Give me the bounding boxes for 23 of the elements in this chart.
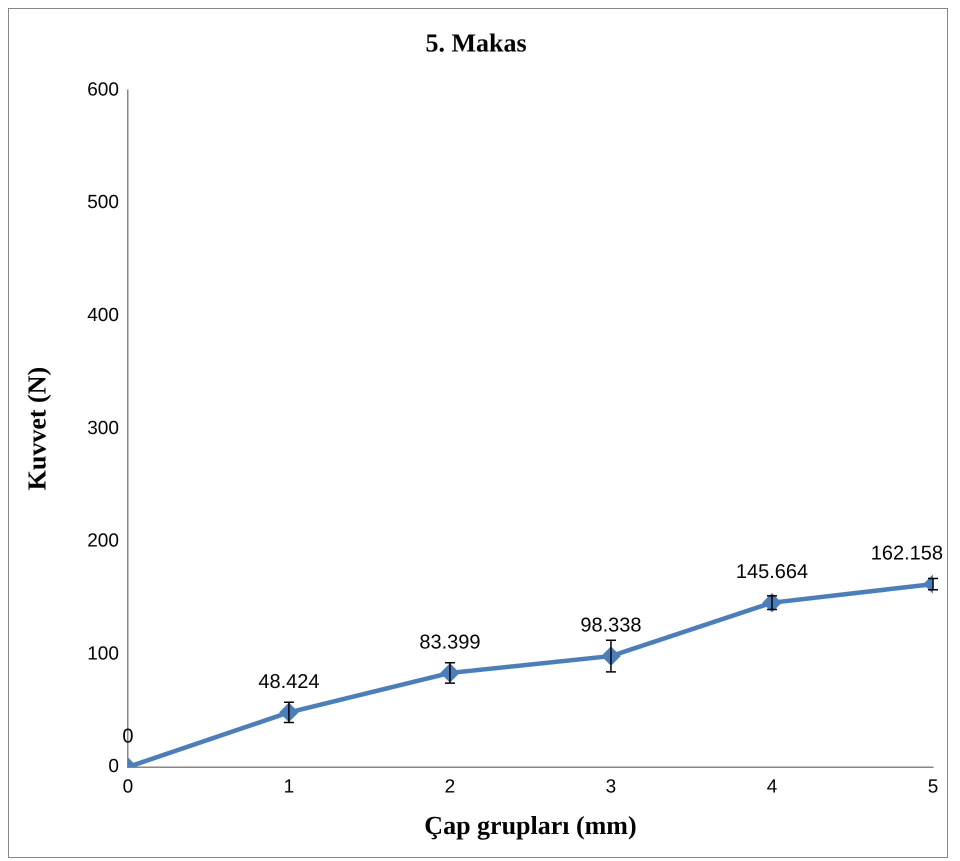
y-tick-label: 600 — [87, 79, 119, 100]
x-tick-label: 2 — [444, 776, 456, 798]
data-label: 145.664 — [736, 561, 808, 584]
y-tick-label: 500 — [87, 192, 119, 214]
y-tick-label: 200 — [87, 530, 119, 552]
data-label: 83.399 — [419, 631, 481, 654]
y-tick-label: 400 — [87, 305, 119, 326]
data-label: 0 — [122, 726, 134, 748]
x-tick-label: 0 — [122, 776, 134, 798]
x-tick-label: 4 — [766, 776, 778, 798]
x-tick-label: 1 — [284, 776, 294, 798]
data-label: 162.158 — [870, 542, 943, 565]
y-axis-title: Kuvvet (N) — [22, 366, 52, 490]
x-tick-label: 3 — [606, 776, 616, 798]
x-tick-label: 5 — [928, 776, 938, 798]
data-label: 48.424 — [258, 670, 320, 693]
y-tick-label: 0 — [108, 756, 119, 778]
chart-title: 5. Makas — [425, 28, 527, 58]
data-label: 98.338 — [580, 614, 642, 637]
y-tick-label: 300 — [87, 418, 119, 439]
point — [762, 593, 782, 612]
x-axis-title: Çap grupları (mm) — [424, 811, 637, 840]
y-tick-label: 100 — [87, 643, 119, 664]
